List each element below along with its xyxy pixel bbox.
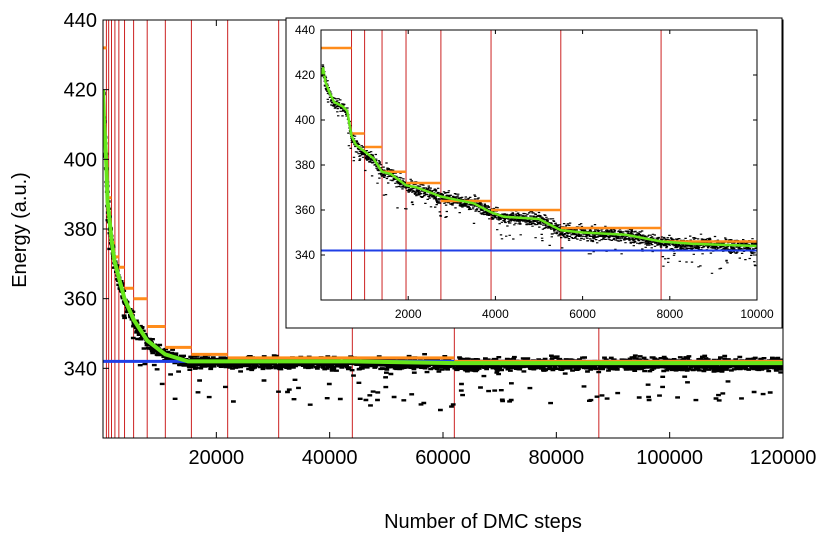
main-ytick-label-0: 340 xyxy=(64,358,97,380)
inset-xtick-label-0: 2000 xyxy=(395,307,422,321)
inset-ytick-label-1: 360 xyxy=(295,203,315,217)
y-axis-label: Energy (a.u.) xyxy=(9,172,31,288)
main-xtick-label-5: 120000 xyxy=(750,447,817,469)
main-xtick-label-4: 100000 xyxy=(636,447,703,469)
main-xtick-label-0: 20000 xyxy=(189,447,245,469)
inset-ytick-label-4: 420 xyxy=(295,68,315,82)
inset-plot: 340 360 380 400 420 440 2000 4000 6000 8000 10000 xyxy=(285,17,783,329)
x-axis-label: Number of DMC steps xyxy=(384,511,582,533)
inset-background xyxy=(321,30,757,300)
main-ytick-label-2: 380 xyxy=(64,219,97,241)
inset-xtick-label-1: 4000 xyxy=(482,307,509,321)
inset-smoothed-series xyxy=(321,67,757,248)
main-ytick-label-3: 400 xyxy=(64,149,97,171)
main-ytick-label-1: 360 xyxy=(64,289,97,311)
main-smoothed-series xyxy=(103,89,783,366)
inset-border xyxy=(285,17,783,329)
inset-xtick-label-2: 6000 xyxy=(569,307,596,321)
inset-data-area xyxy=(321,30,757,300)
inset-ytick-label-5: 440 xyxy=(295,23,315,37)
inset-ytick-label-0: 340 xyxy=(295,248,315,262)
main-xtick-label-1: 40000 xyxy=(302,447,358,469)
inset-xtick-label-4: 10000 xyxy=(740,307,774,321)
main-ytick-label-5: 440 xyxy=(64,10,97,32)
main-xtick-label-2: 60000 xyxy=(415,447,471,469)
inset-ytick-label-3: 400 xyxy=(295,113,315,127)
main-ytick-label-4: 420 xyxy=(64,80,97,102)
inset-xtick-label-3: 8000 xyxy=(656,307,683,321)
main-xtick-label-3: 80000 xyxy=(529,447,585,469)
inset-ytick-label-2: 380 xyxy=(295,158,315,172)
